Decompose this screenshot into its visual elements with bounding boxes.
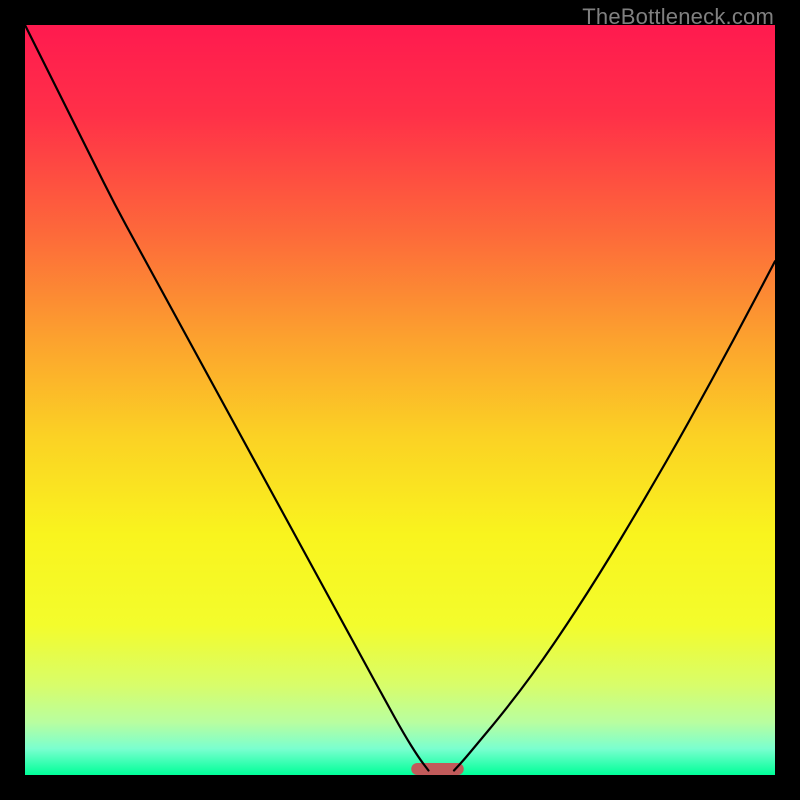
plot-area	[25, 25, 775, 775]
stage: TheBottleneck.com	[0, 0, 800, 800]
gradient-background	[25, 25, 775, 775]
watermark-text: TheBottleneck.com	[582, 4, 774, 30]
chart-svg	[25, 25, 775, 775]
